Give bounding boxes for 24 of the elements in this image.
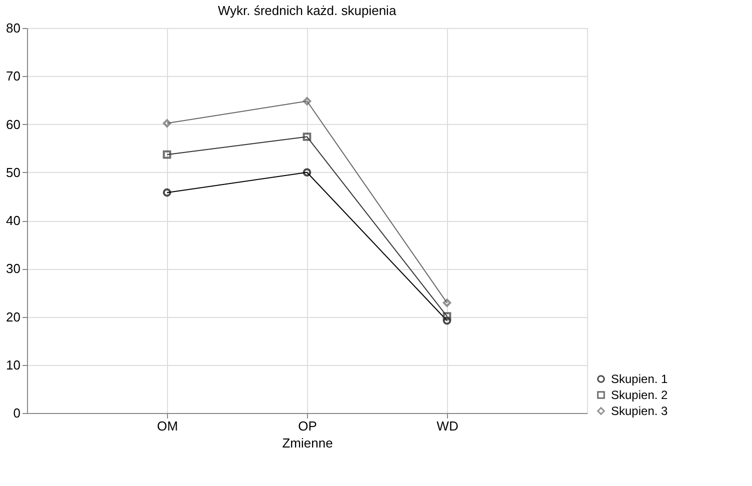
x-tick-label: WD xyxy=(436,418,458,434)
point xyxy=(302,132,312,141)
y-tick-label: 60 xyxy=(6,116,20,132)
y-tick-label: 20 xyxy=(6,309,20,324)
chart-title: Wykr. średnich każd. skupienia xyxy=(218,3,397,18)
point xyxy=(442,312,452,320)
x-axis-title: Zmienne xyxy=(282,436,333,450)
y-tick-label: 40 xyxy=(6,213,20,228)
y-tick-label: 50 xyxy=(6,164,20,180)
y-tick-label: 30 xyxy=(6,261,20,276)
y-tick-label: 70 xyxy=(6,68,20,84)
point xyxy=(162,119,172,128)
y-tick-label: 0 xyxy=(13,406,20,420)
x-tick-label: OP xyxy=(298,418,317,434)
legend-label: Skupien. 3 xyxy=(611,404,668,418)
point xyxy=(302,168,312,177)
x-tick-label: OM xyxy=(157,418,178,434)
legend-label: Skupien. 1 xyxy=(611,372,668,386)
legend-label: Skupien. 2 xyxy=(611,388,668,402)
y-tick-label: 10 xyxy=(6,357,20,372)
point xyxy=(162,150,172,159)
point xyxy=(302,96,312,106)
y-tick-label: 80 xyxy=(6,20,20,36)
point xyxy=(442,298,452,307)
